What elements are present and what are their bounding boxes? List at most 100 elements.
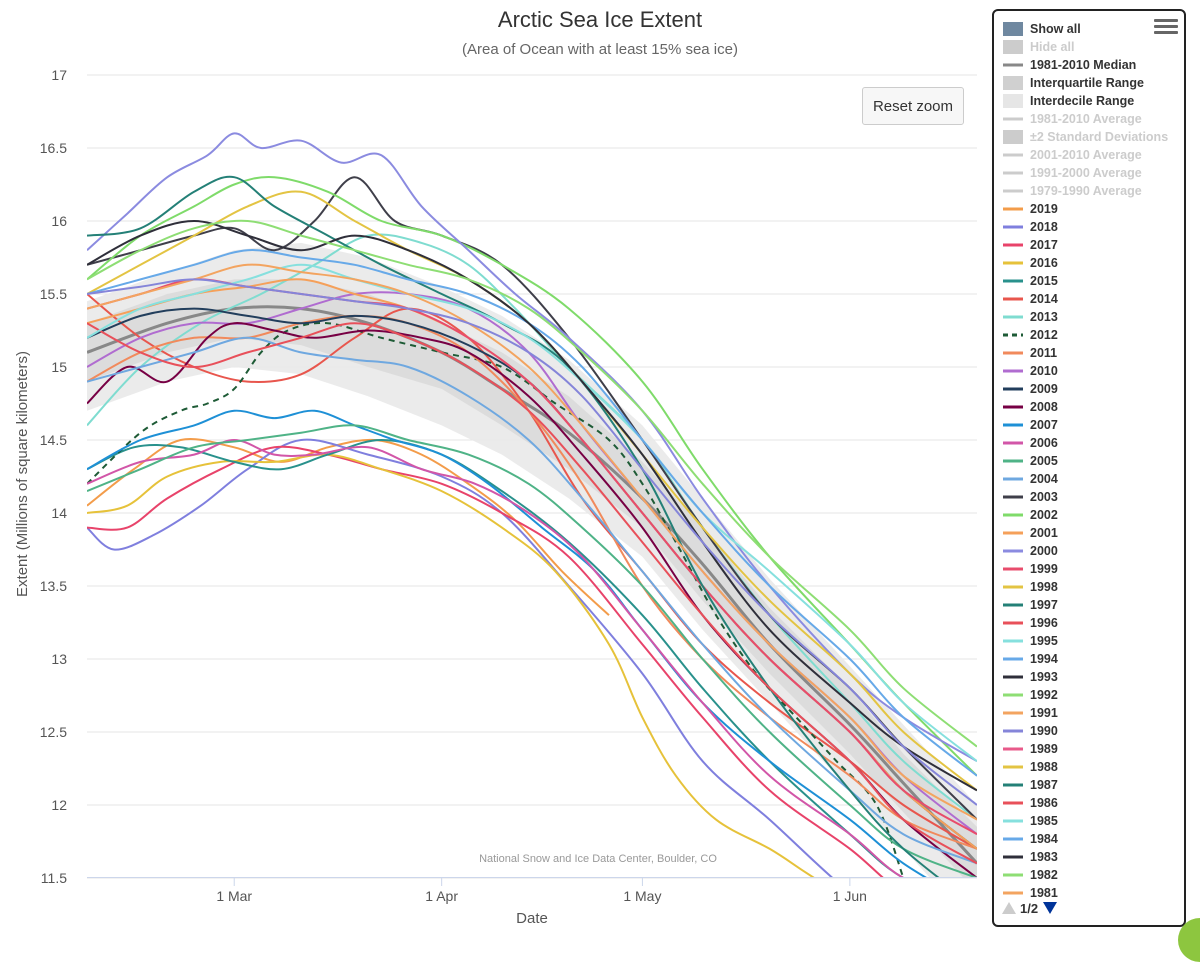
legend-item-label: 1987 (1030, 778, 1058, 792)
legend-item-1981-2010-median[interactable]: 1981-2010 Median (1002, 56, 1152, 74)
legend-symbol (1003, 837, 1023, 841)
legend-item-label: 2005 (1030, 454, 1058, 468)
legend-item-1988[interactable]: 1988 (1002, 758, 1152, 776)
legend-symbol (1003, 801, 1023, 805)
legend-page-up-icon[interactable] (1002, 902, 1016, 914)
legend-item-2016[interactable]: 2016 (1002, 254, 1152, 272)
legend-item-label: 1984 (1030, 832, 1058, 846)
legend-item-label: 1981 (1030, 886, 1058, 900)
y-tick-label: 15.5 (40, 286, 67, 302)
legend-item-2013[interactable]: 2013 (1002, 308, 1152, 326)
legend-item-1986[interactable]: 1986 (1002, 794, 1152, 812)
legend-item-label: 2013 (1030, 310, 1058, 324)
legend-item-2014[interactable]: 2014 (1002, 290, 1152, 308)
legend-item-label: 1982 (1030, 868, 1058, 882)
chart-title: Arctic Sea Ice Extent (498, 7, 702, 32)
legend-item-label: 1991 (1030, 706, 1058, 720)
legend-symbol (1003, 657, 1023, 661)
legend-item-2009[interactable]: 2009 (1002, 380, 1152, 398)
hamburger-menu-icon[interactable] (1154, 17, 1178, 37)
legend-symbol (1003, 765, 1023, 769)
legend-symbol (1003, 243, 1023, 247)
legend-item-1991[interactable]: 1991 (1002, 704, 1152, 722)
legend-item-label: 1994 (1030, 652, 1058, 666)
legend-item-label: 1996 (1030, 616, 1058, 630)
legend-item-1981-2010-average[interactable]: 1981-2010 Average (1002, 110, 1152, 128)
legend-item-1989[interactable]: 1989 (1002, 740, 1152, 758)
legend-item-2007[interactable]: 2007 (1002, 416, 1152, 434)
x-axis-ticks: 1 Mar 1 Apr 1 May 1 Jun (216, 878, 867, 904)
legend-item-label: Interquartile Range (1030, 76, 1144, 90)
legend-symbol (1003, 639, 1023, 643)
legend-item-2017[interactable]: 2017 (1002, 236, 1152, 254)
legend-item-1981[interactable]: 1981 (1002, 884, 1152, 902)
legend-item-1983[interactable]: 1983 (1002, 848, 1152, 866)
chart-credit: National Snow and Ice Data Center, Bould… (479, 853, 717, 865)
legend-page-down-icon[interactable] (1043, 902, 1058, 914)
legend-item-2010[interactable]: 2010 (1002, 362, 1152, 380)
legend-item-1997[interactable]: 1997 (1002, 596, 1152, 614)
legend-item-1982[interactable]: 1982 (1002, 866, 1152, 884)
series-line-1992 (87, 219, 977, 748)
legend-item-label: 2003 (1030, 490, 1058, 504)
legend-item-label: 2014 (1030, 292, 1058, 306)
series-line-2015 (87, 439, 906, 878)
legend-item-2001[interactable]: 2001 (1002, 524, 1152, 542)
legend-item-1984[interactable]: 1984 (1002, 830, 1152, 848)
legend-symbol (1003, 387, 1023, 391)
legend-item-2004[interactable]: 2004 (1002, 470, 1152, 488)
legend-symbol (1003, 40, 1023, 54)
legend-item-interquartile-range[interactable]: Interquartile Range (1002, 74, 1152, 92)
y-tick-label: 13 (51, 651, 67, 667)
legend-symbol (1003, 63, 1023, 67)
legend-item-interdecile-range[interactable]: Interdecile Range (1002, 92, 1152, 110)
legend-item-show-all[interactable]: Show all (1002, 20, 1152, 38)
legend-item-label: 1981-2010 Median (1030, 58, 1137, 72)
legend-item-1987[interactable]: 1987 (1002, 776, 1152, 794)
legend-item-1999[interactable]: 1999 (1002, 560, 1152, 578)
legend-item-label: 2006 (1030, 436, 1058, 450)
legend-item-label: 2008 (1030, 400, 1058, 414)
legend-item-label: 1986 (1030, 796, 1058, 810)
legend-item-1985[interactable]: 1985 (1002, 812, 1152, 830)
legend-item-2012[interactable]: 2012 (1002, 326, 1152, 344)
chart: Arctic Sea Ice Extent (Area of Ocean wit… (14, 7, 977, 927)
legend-item-2015[interactable]: 2015 (1002, 272, 1152, 290)
legend-item-2002[interactable]: 2002 (1002, 506, 1152, 524)
legend-item-2003[interactable]: 2003 (1002, 488, 1152, 506)
legend-symbol (1003, 567, 1023, 571)
legend-item-label: 1997 (1030, 598, 1058, 612)
series-line-2012 (87, 321, 905, 878)
legend-symbol (1003, 171, 1023, 175)
legend-symbol (1003, 333, 1023, 337)
legend-item-2001-2010-average[interactable]: 2001-2010 Average (1002, 146, 1152, 164)
legend-symbol (1003, 621, 1023, 625)
legend-item-2019[interactable]: 2019 (1002, 200, 1152, 218)
legend-item-2-standard-deviations[interactable]: ±2 Standard Deviations (1002, 128, 1168, 146)
legend-symbol (1003, 207, 1023, 211)
legend-item-2005[interactable]: 2005 (1002, 452, 1152, 470)
legend-item-label: 2012 (1030, 328, 1058, 342)
legend-item-2000[interactable]: 2000 (1002, 542, 1152, 560)
legend-item-1996[interactable]: 1996 (1002, 614, 1152, 632)
y-tick-label: 11.5 (41, 870, 67, 886)
y-tick-label: 14 (51, 505, 67, 521)
reset-zoom-button[interactable]: Reset zoom (862, 87, 964, 125)
legend-item-2018[interactable]: 2018 (1002, 218, 1152, 236)
legend-item-1998[interactable]: 1998 (1002, 578, 1152, 596)
legend-symbol (1003, 855, 1023, 859)
legend-item-label: 1979-1990 Average (1030, 184, 1142, 198)
series-line-2019 (87, 438, 610, 616)
chart-subtitle: (Area of Ocean with at least 15% sea ice… (462, 41, 738, 58)
legend-item-2011[interactable]: 2011 (1002, 344, 1152, 362)
legend-item-2008[interactable]: 2008 (1002, 398, 1152, 416)
legend-item-hide-all[interactable]: Hide all (1002, 38, 1152, 56)
legend-item-1992[interactable]: 1992 (1002, 686, 1152, 704)
legend-item-1979-1990-average[interactable]: 1979-1990 Average (1002, 182, 1152, 200)
legend-item-1994[interactable]: 1994 (1002, 650, 1152, 668)
legend-item-1993[interactable]: 1993 (1002, 668, 1152, 686)
legend-item-2006[interactable]: 2006 (1002, 434, 1152, 452)
legend-item-1991-2000-average[interactable]: 1991-2000 Average (1002, 164, 1152, 182)
legend-item-1990[interactable]: 1990 (1002, 722, 1152, 740)
legend-item-1995[interactable]: 1995 (1002, 632, 1152, 650)
